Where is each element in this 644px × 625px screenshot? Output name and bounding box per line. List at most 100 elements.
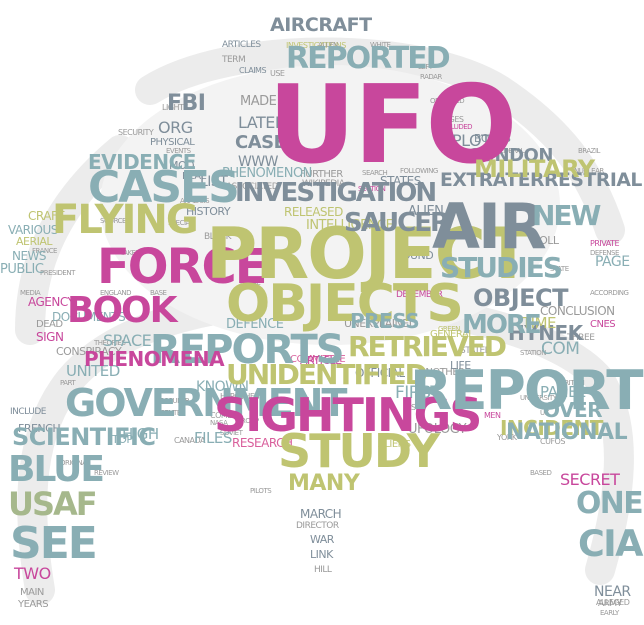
cloud-word: MADE [240, 94, 277, 109]
cloud-word: FLYING [52, 197, 199, 243]
cloud-word: YEARS [18, 599, 49, 610]
cloud-word: EVIDENCE [88, 150, 196, 174]
cloud-word: DOCUMENTS [52, 310, 126, 324]
cloud-word: OFFICIAL [355, 366, 405, 380]
cloud-word: UNIDENTIFIED [226, 358, 428, 391]
cloud-word: YORK [497, 433, 517, 442]
cloud-word: MEDIA [20, 289, 41, 297]
cloud-word: PAGES [440, 115, 464, 124]
cloud-word: EARLY [600, 609, 619, 617]
cloud-word: HYPOTHESIS [220, 392, 266, 401]
cloud-word: REAL [182, 171, 206, 182]
cloud-word: PLOT [452, 131, 491, 150]
cloud-word: CONSPIRACY [56, 345, 122, 358]
cloud-word: LEFT [418, 63, 433, 71]
cloud-word: CLAIMS [239, 66, 267, 75]
cloud-word: STATES [380, 174, 421, 188]
cloud-word: CASES [88, 162, 240, 213]
cloud-word: ALLEN [318, 41, 338, 49]
cloud-word: INCLUDED [440, 123, 473, 131]
cloud-word: USE [270, 69, 285, 78]
cloud-word: HIGH [122, 425, 159, 443]
cloud-word: AIR [432, 190, 547, 263]
cloud-word: SIGHTINGS [214, 388, 482, 442]
cloud-word: ORIGINAL [60, 459, 90, 467]
cloud-word: TIME [522, 314, 557, 332]
cloud-word: POLL [533, 234, 559, 247]
cloud-word: POPULAR [160, 397, 190, 405]
cloud-word: MARCH [300, 507, 342, 521]
cloud-word: ARMY [598, 599, 622, 609]
cloud-word: COMETA [210, 411, 241, 420]
cloud-word: TWO [14, 564, 51, 583]
cloud-word: UFOLOGY [408, 422, 467, 437]
cloud-word: PRESIDENT [40, 269, 75, 277]
cloud-word: CENTER [160, 409, 186, 417]
cloud-word: CUFOS [540, 437, 565, 446]
cloud-word: HILL [314, 565, 332, 575]
cloud-word: LIST [200, 174, 228, 190]
cloud-word: DEFENCE [226, 317, 284, 332]
cloud-word: INCIDENT [500, 416, 603, 440]
cloud-word: CASE [235, 132, 286, 153]
cloud-word: INVESTIGATION [235, 178, 437, 208]
cloud-word: FBI [167, 91, 206, 116]
cloud-word: BASE [150, 289, 167, 297]
cloud-word: LATER [238, 113, 286, 132]
cloud-word: BLACK [204, 232, 232, 242]
cloud-word: THREE [567, 333, 595, 343]
cloud-word: PAGE [595, 254, 630, 270]
cloud-word: SIX [411, 403, 423, 412]
cloud-word: FILES [194, 429, 232, 447]
cloud-word: TERM [222, 55, 246, 65]
cloud-word: LINK [310, 548, 333, 561]
cloud-word: ASSOCIATED [226, 182, 279, 192]
cloud-word: ACCORDING [590, 289, 629, 297]
cloud-word: SEE [10, 518, 98, 569]
cloud-word: MORE [462, 310, 542, 340]
cloud-word: PRIVATE [590, 239, 620, 248]
cloud-word: VARIOUS [8, 223, 58, 237]
cloud-word: WWW [238, 154, 279, 170]
cloud-word: AIRCRAFT [270, 14, 372, 36]
cloud-word: FIRST [395, 383, 441, 403]
cloud-word: RETRIEVED [348, 330, 507, 363]
cloud-word: OVER [543, 398, 603, 422]
cloud-word: EVENTS [166, 147, 191, 155]
cloud-word: PANEL [540, 383, 585, 401]
cloud-word: SOVIET [220, 429, 243, 437]
cloud-word: ANOTHER [419, 367, 465, 378]
cloud-word: KNOWN [196, 379, 249, 395]
cloud-word: GENERAL [430, 329, 474, 340]
cloud-word: APRIL [380, 117, 406, 128]
cloud-word: NUCLEAR [574, 167, 604, 175]
cloud-word: LAST [440, 101, 456, 109]
cloud-word: NEWS [12, 249, 47, 263]
cloud-word: MANY [288, 471, 360, 496]
cloud-word: REPORTED [286, 41, 451, 76]
cloud-word: CNES [590, 319, 616, 330]
cloud-word: PILOTS [250, 487, 272, 495]
cloud-word: REVIEW [94, 469, 119, 477]
cloud-word: TOP [112, 433, 133, 446]
cloud-word: NEW [532, 199, 601, 232]
cloud-word: NEAR [594, 584, 631, 600]
cloud-word: FURTHER [300, 169, 343, 180]
cloud-word: BOOK [67, 290, 178, 331]
cloud-word: WAR [310, 533, 334, 546]
cloud-word: ORG [158, 118, 193, 137]
cloud-word: BRITISH [560, 379, 585, 387]
cloud-word: MAIN [20, 587, 44, 598]
cloud-word: ANALYSIS [180, 197, 210, 205]
cloud-word: OBJECTS [226, 274, 464, 334]
cloud-word: LIGHTS [162, 103, 189, 112]
cloud-word: FRENCH [18, 422, 61, 435]
cloud-word: ALLEGED [596, 598, 630, 607]
cloud-word: LIFE [450, 359, 471, 372]
cloud-word: UNEXPLAINED [344, 317, 417, 330]
cloud-word: STATED [460, 346, 492, 356]
cloud-word: ALIEN [408, 204, 444, 219]
cloud-word: PART [60, 379, 76, 387]
cloud-word: COMMITTEE [290, 354, 346, 365]
